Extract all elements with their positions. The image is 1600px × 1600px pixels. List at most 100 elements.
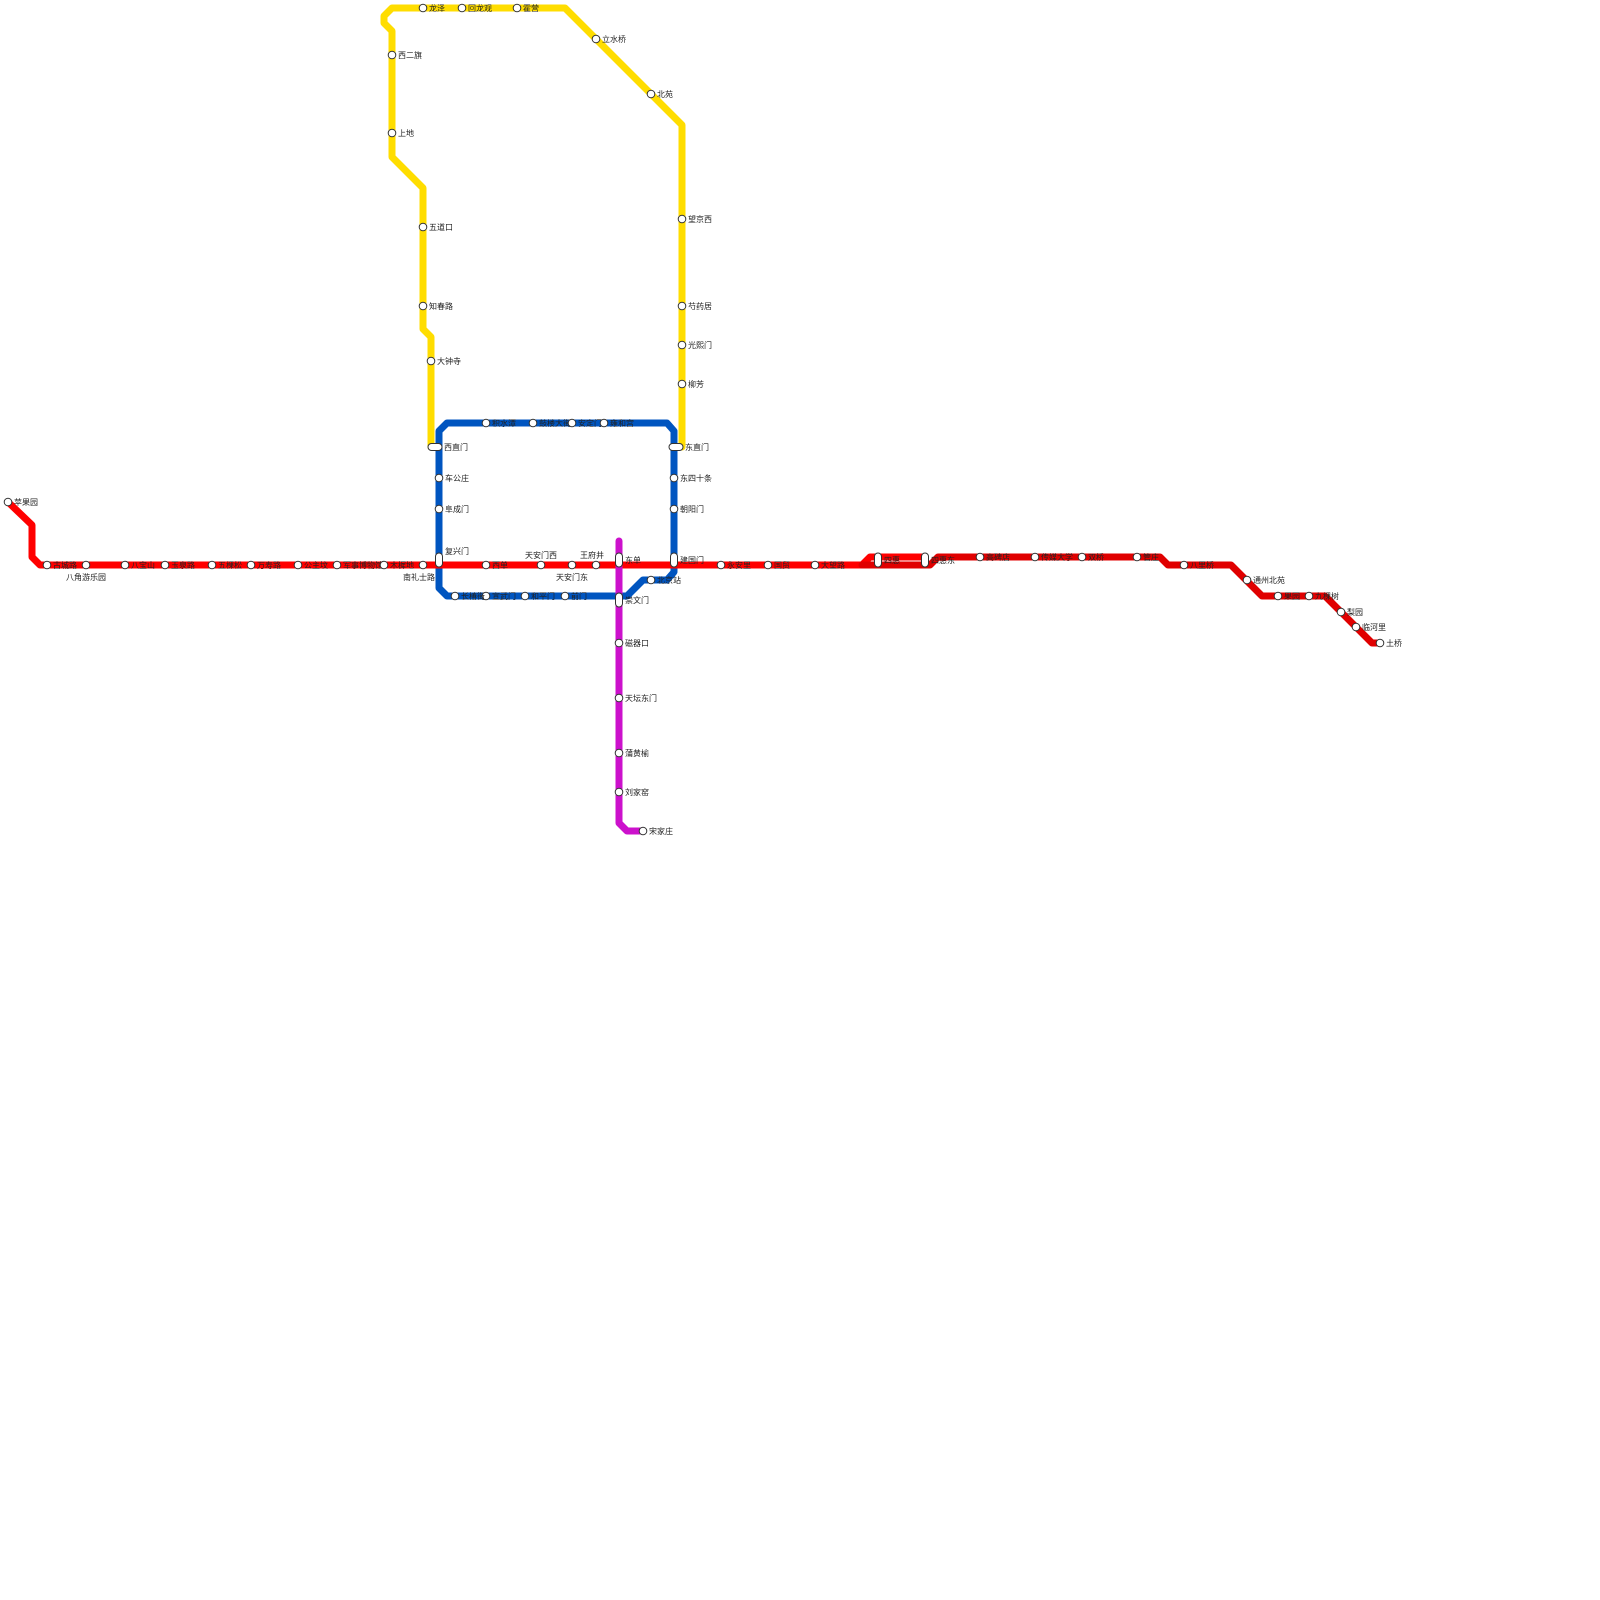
station-red[interactable]: 大望路 xyxy=(810,560,845,570)
station-red[interactable]: 天安门西 xyxy=(525,550,557,570)
station-darkred[interactable]: 土桥 xyxy=(1375,638,1402,648)
station-red[interactable]: 西单 xyxy=(481,560,508,570)
station-yellow[interactable]: 回龙观 xyxy=(457,3,492,13)
station-blue[interactable]: 长椿街 xyxy=(450,591,485,601)
station-blue[interactable]: 雍和宫 xyxy=(599,418,634,428)
station-red[interactable]: 南礼士路 xyxy=(403,560,435,582)
station-yellow[interactable]: 光熙门 xyxy=(677,340,712,350)
station-red[interactable]: 四惠 xyxy=(874,552,901,568)
station-blue[interactable]: 朝阳门 xyxy=(669,504,704,514)
station-red[interactable]: 国贸 xyxy=(763,560,790,570)
interchange-marker xyxy=(435,552,443,568)
station-red[interactable]: 八宝山 xyxy=(120,560,155,570)
station-red[interactable]: 永安里 xyxy=(716,560,751,570)
station-darkred[interactable]: 八里桥 xyxy=(1179,560,1214,570)
station-darkred[interactable]: 通州北苑 xyxy=(1242,575,1285,585)
station-marker xyxy=(246,560,256,570)
station-purple[interactable]: 宋家庄 xyxy=(638,826,673,836)
station-darkred[interactable]: 双桥 xyxy=(1077,552,1104,562)
station-yellow[interactable]: 上地 xyxy=(387,128,414,138)
station-label: 天坛东门 xyxy=(625,693,657,703)
station-red[interactable]: 苹果园 xyxy=(3,497,38,507)
station-marker xyxy=(591,34,601,44)
station-label: 阜成门 xyxy=(445,504,469,514)
station-marker xyxy=(646,575,656,585)
station-blue[interactable]: 北京站 xyxy=(646,575,681,585)
station-marker xyxy=(434,504,444,514)
station-blue[interactable]: 安定门 xyxy=(567,418,602,428)
station-yellow[interactable]: 西二旗 xyxy=(387,50,422,60)
station-red[interactable]: 万寿路 xyxy=(246,560,281,570)
station-label: 宋家庄 xyxy=(649,826,673,836)
station-blue[interactable]: 东四十条 xyxy=(669,473,712,483)
station-label: 车公庄 xyxy=(445,473,469,483)
station-red[interactable]: 东单 xyxy=(615,552,642,568)
station-darkred[interactable]: 管庄 xyxy=(1132,552,1159,562)
station-label: 上地 xyxy=(398,128,414,138)
station-label: 梨园 xyxy=(1347,607,1363,617)
interchange-marker xyxy=(427,443,443,451)
station-purple[interactable]: 天坛东门 xyxy=(614,693,657,703)
station-marker xyxy=(1242,575,1252,585)
station-yellow[interactable]: 五道口 xyxy=(418,222,453,232)
station-blue[interactable]: 崇文门 xyxy=(615,592,650,608)
station-red[interactable]: 公主坟 xyxy=(293,560,328,570)
station-yellow[interactable]: 北苑 xyxy=(646,89,673,99)
station-marker xyxy=(426,356,436,366)
station-marker xyxy=(591,560,601,570)
station-yellow[interactable]: 大钟寺 xyxy=(426,356,461,366)
station-darkred[interactable]: 梨园 xyxy=(1336,607,1363,617)
station-label: 立水桥 xyxy=(602,34,626,44)
station-marker xyxy=(677,301,687,311)
station-purple[interactable]: 蒲黄榆 xyxy=(614,748,649,758)
station-marker xyxy=(387,128,397,138)
station-blue[interactable]: 复兴门 xyxy=(435,546,470,568)
station-yellow[interactable]: 柳芳 xyxy=(677,379,704,389)
station-marker xyxy=(677,379,687,389)
station-darkred[interactable]: 传媒大学 xyxy=(1030,552,1073,562)
station-label: 东单 xyxy=(625,555,641,565)
station-blue[interactable]: 积水潭 xyxy=(481,418,516,428)
station-marker xyxy=(42,560,52,570)
station-yellow[interactable]: 霍营 xyxy=(512,3,539,13)
station-yellow[interactable]: 芍药居 xyxy=(677,301,712,311)
station-label: 宣武门 xyxy=(492,591,516,601)
station-blue[interactable]: 前门 xyxy=(560,591,587,601)
station-blue[interactable]: 建国门 xyxy=(670,552,705,568)
station-yellow[interactable]: 龙泽 xyxy=(418,3,445,13)
interchange-marker xyxy=(921,552,929,568)
station-blue[interactable]: 车公庄 xyxy=(434,473,469,483)
station-darkred[interactable]: 九棵树 xyxy=(1304,591,1339,601)
station-purple[interactable]: 刘家窑 xyxy=(614,787,649,797)
station-red[interactable]: 王府井 xyxy=(580,550,604,570)
station-marker xyxy=(638,826,648,836)
station-red[interactable]: 八角游乐园 xyxy=(66,560,106,582)
station-label: 古城路 xyxy=(53,560,77,570)
station-red[interactable]: 天安门东 xyxy=(556,560,588,582)
station-red[interactable]: 木樨地 xyxy=(379,560,414,570)
station-marker xyxy=(528,418,538,428)
station-blue[interactable]: 阜成门 xyxy=(434,504,469,514)
station-label: 传媒大学 xyxy=(1041,552,1073,562)
station-yellow[interactable]: 知春路 xyxy=(418,301,453,311)
station-purple[interactable]: 磁器口 xyxy=(614,638,649,648)
station-blue[interactable]: 鼓楼大街 xyxy=(528,418,571,428)
station-red[interactable]: 四惠东 xyxy=(921,552,956,568)
station-blue[interactable]: 宣武门 xyxy=(481,591,516,601)
station-label: 鼓楼大街 xyxy=(539,418,571,428)
station-label: 安定门 xyxy=(578,418,602,428)
station-red[interactable]: 五棵松 xyxy=(207,560,242,570)
station-red[interactable]: 玉泉路 xyxy=(160,560,195,570)
station-darkred[interactable]: 果园 xyxy=(1273,591,1300,601)
station-yellow[interactable]: 东直门 xyxy=(668,442,709,452)
station-red[interactable]: 军事博物馆 xyxy=(332,560,383,570)
blue-line xyxy=(435,419,678,600)
station-yellow[interactable]: 望京西 xyxy=(677,214,712,224)
station-darkred[interactable]: 临河里 xyxy=(1351,622,1386,632)
station-red[interactable]: 古城路 xyxy=(42,560,77,570)
station-darkred[interactable]: 高碑店 xyxy=(975,552,1010,562)
station-blue[interactable]: 和平门 xyxy=(520,591,555,601)
station-yellow[interactable]: 西直门 xyxy=(427,442,468,452)
station-yellow[interactable]: 立水桥 xyxy=(591,34,626,44)
station-marker xyxy=(293,560,303,570)
